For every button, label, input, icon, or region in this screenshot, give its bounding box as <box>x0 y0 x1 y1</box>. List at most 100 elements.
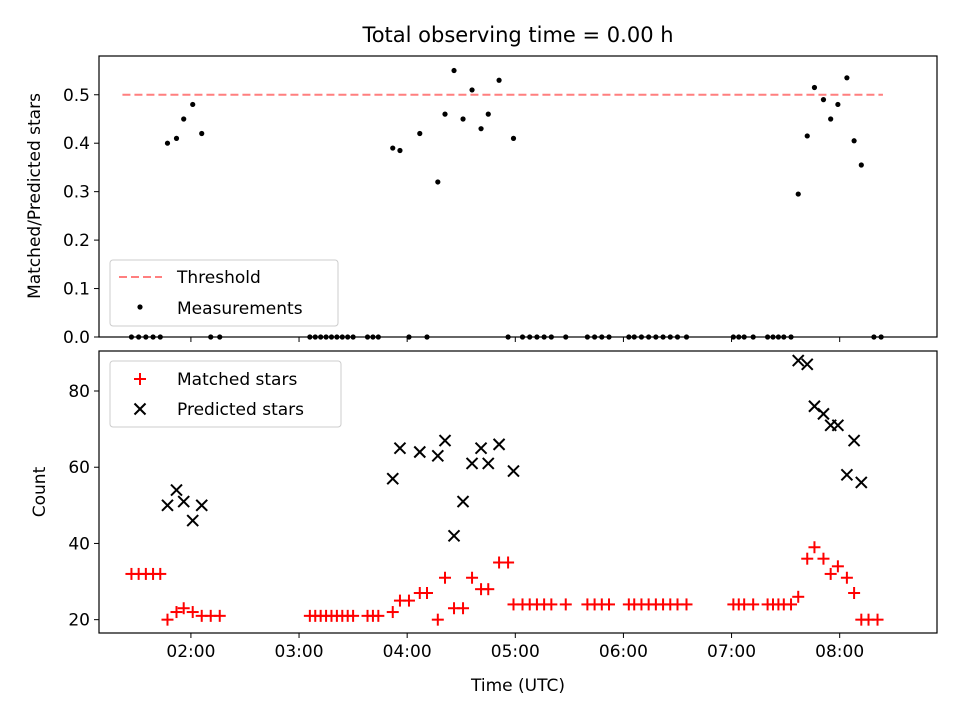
matched-star-point <box>603 598 616 611</box>
measurement-point <box>851 138 857 144</box>
predicted-star-point <box>431 449 445 463</box>
matched-star-point <box>372 609 385 622</box>
measurement-point <box>190 101 196 108</box>
bottom-x-ticks: 02:00 03:00 04:00 05:00 06:00 07:00 08:00 <box>166 633 864 662</box>
measurement-point <box>469 87 475 93</box>
predicted-star-point <box>801 358 814 371</box>
measurement-point <box>417 130 423 137</box>
measurement-point <box>164 140 171 146</box>
matched-star-point <box>347 609 360 622</box>
matched-star-point <box>801 552 814 565</box>
matched-star-point <box>482 583 495 596</box>
matched-star-point <box>466 571 479 584</box>
bottom-legend-box <box>109 360 342 428</box>
marker-stroke <box>447 529 461 543</box>
predicted-star-point <box>474 441 488 455</box>
matched-star-point <box>402 594 415 607</box>
legend-predicted-label: Predicted stars <box>177 400 304 420</box>
marker-stroke <box>831 419 845 432</box>
measurement-point <box>390 145 396 151</box>
matched-star-point <box>831 560 844 573</box>
top-y-tick-label: 0.2 <box>63 231 90 251</box>
matched-star-point <box>871 613 884 626</box>
legend-measurements-swatch <box>137 304 143 310</box>
predicted-star-point <box>482 457 495 470</box>
x-axis-label: Time (UTC) <box>470 676 565 696</box>
marker-stroke <box>792 354 805 367</box>
measurement-point <box>173 135 180 141</box>
top-y-tick-label: 0.1 <box>63 280 90 300</box>
matched-star-point <box>848 586 861 599</box>
marker-stroke <box>386 472 399 485</box>
legend-measurements-label: Measurements <box>177 299 303 319</box>
marker-stroke <box>840 468 854 482</box>
marker-stroke <box>507 464 520 478</box>
marker-stroke <box>186 514 199 527</box>
marker-stroke <box>161 499 174 512</box>
legend-matched-marker <box>134 373 146 385</box>
predicted-star-point <box>447 529 461 543</box>
marker-stroke <box>413 445 426 459</box>
bottom-y-ticks: 20 40 60 80 <box>68 382 99 631</box>
legend-predicted-swatch <box>133 402 147 416</box>
matched-star-point <box>213 609 226 622</box>
predicted-star-point <box>186 514 199 527</box>
measurement-point <box>181 116 187 122</box>
marker-stroke <box>170 483 183 497</box>
measurement-point <box>804 133 810 139</box>
marker-stroke <box>431 449 445 463</box>
marker-stroke <box>808 400 821 413</box>
matched-star-point <box>808 541 821 554</box>
bottom-x-tick-label: 07:00 <box>707 642 756 662</box>
matched-star-point <box>824 567 837 580</box>
matched-star-point <box>457 602 470 615</box>
predicted-star-point <box>413 445 426 459</box>
bottom-x-tick-label: 04:00 <box>383 642 432 662</box>
measurement-point <box>397 147 403 154</box>
top-axes-frame <box>98 55 938 338</box>
marker-stroke <box>177 495 190 508</box>
bottom-y-tick-label: 20 <box>68 611 90 631</box>
marker-stroke <box>492 438 506 451</box>
matched-star-point <box>177 602 190 615</box>
measurement-point <box>858 162 864 168</box>
bottom-y-axis-label: Count <box>30 466 50 517</box>
measurement-point <box>828 116 834 122</box>
measurement-point <box>811 84 818 91</box>
measurement-point <box>442 111 448 117</box>
measurement-point <box>835 101 841 108</box>
predicted-star-point <box>507 464 520 478</box>
bottom-x-tick-label: 08:00 <box>815 642 864 662</box>
measurement-point <box>478 126 484 132</box>
chart-title: Total observing time = 0.00 h <box>361 23 673 47</box>
measurement-point <box>496 77 502 83</box>
predicted-star-point <box>170 483 183 497</box>
top-legend-box <box>109 259 339 327</box>
matched-star-point <box>386 606 399 619</box>
bottom-y-tick-label: 80 <box>68 382 90 402</box>
matched-star-point <box>431 613 444 626</box>
predicted-star-point <box>386 472 399 485</box>
bottom-y-tick-label: 60 <box>68 458 90 478</box>
marker-stroke <box>474 441 488 455</box>
matched-star-point <box>747 598 760 611</box>
matched-star-point <box>840 571 853 584</box>
matched-star-point <box>792 590 805 603</box>
bottom-x-tick-label: 05:00 <box>491 642 540 662</box>
matched-star-point <box>186 606 199 619</box>
predicted-star-point <box>840 468 854 482</box>
matched-star-point <box>154 567 167 580</box>
marker-stroke <box>133 402 147 416</box>
measurement-point <box>485 111 491 117</box>
matched-star-point <box>502 556 515 569</box>
predicted-star-point <box>492 438 506 451</box>
matched-star-point <box>439 571 452 584</box>
predicted-star-point <box>195 499 208 512</box>
predicted-star-point <box>438 434 452 447</box>
top-legend: Threshold Measurements <box>109 259 339 327</box>
marker-stroke <box>482 457 495 470</box>
measurement-point <box>510 135 517 141</box>
